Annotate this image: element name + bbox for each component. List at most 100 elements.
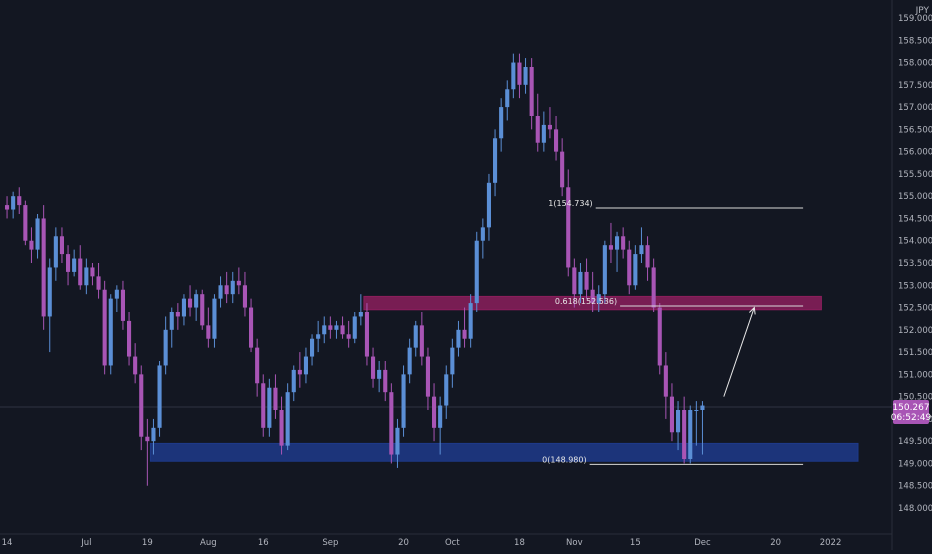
support-zone[interactable] xyxy=(149,442,859,462)
candle-body xyxy=(596,294,601,304)
candle-body xyxy=(407,347,412,375)
candle-body xyxy=(145,436,150,442)
fib-label: 1(154.734) xyxy=(548,199,592,208)
price-tick: 157.500 xyxy=(898,81,932,91)
bar-countdown: 06:52:49 xyxy=(891,413,932,423)
candle-body xyxy=(560,151,565,188)
candle-body xyxy=(615,236,620,250)
price-axis[interactable]: JPY 159.000 158.500 158.000 157.500 157.000 1… xyxy=(898,6,932,514)
candle-body xyxy=(541,124,546,143)
candle-body xyxy=(493,138,498,183)
last-price-label: 150.267 06:52:49 xyxy=(891,400,932,424)
candle-body xyxy=(310,338,315,357)
price-tick: 148.500 xyxy=(898,482,932,492)
candle-body xyxy=(590,289,595,304)
fib-layer: 1(154.734) 0.618(152.536) 0(148.980) xyxy=(542,199,804,465)
candle-body xyxy=(651,267,656,308)
candle-body xyxy=(285,392,290,446)
candle-body xyxy=(639,245,644,255)
candle-body xyxy=(438,405,443,428)
candle-body xyxy=(175,312,180,317)
candle-body xyxy=(261,383,266,428)
candle-body xyxy=(334,325,339,330)
candle-body xyxy=(578,271,583,295)
time-tick: Nov xyxy=(566,538,583,548)
candle-body xyxy=(291,369,296,393)
candle-body xyxy=(41,218,46,317)
candle-body xyxy=(474,240,479,304)
candle-body xyxy=(279,410,284,446)
candle-body xyxy=(364,312,369,357)
price-tick: 153.000 xyxy=(898,281,932,291)
candle-body xyxy=(480,227,485,241)
price-tick: 157.000 xyxy=(898,103,932,113)
last-price-value: 150.267 xyxy=(892,403,929,413)
candle-body xyxy=(188,298,193,308)
time-axis[interactable]: 14 Jul 19 Aug 16 Sep 20 Oct 18 Nov 15 Dec 20 2022 xyxy=(2,538,842,548)
time-tick: 14 xyxy=(2,538,13,548)
candle-body xyxy=(645,245,650,268)
time-tick: Sep xyxy=(322,538,338,548)
time-tick: 15 xyxy=(630,538,641,548)
time-tick: Oct xyxy=(445,538,460,548)
price-tick: 149.500 xyxy=(898,437,932,447)
candle-body xyxy=(340,325,345,335)
candle-body xyxy=(181,298,186,317)
candle-body xyxy=(584,271,589,290)
price-tick: 149.000 xyxy=(898,459,932,469)
time-tick: Aug xyxy=(200,538,217,548)
candle-body xyxy=(273,387,278,410)
candle-body xyxy=(535,116,540,143)
candle-body xyxy=(602,245,607,295)
price-tick: 156.000 xyxy=(898,148,932,158)
candle-body xyxy=(29,240,34,250)
candle-body xyxy=(90,267,95,277)
candle-body xyxy=(529,67,534,116)
candle-body xyxy=(267,387,272,428)
candle-body xyxy=(401,374,406,428)
fib-label: 0(148.980) xyxy=(542,455,586,464)
candle-body xyxy=(96,276,101,290)
price-tick: 152.000 xyxy=(898,326,932,336)
price-tick: 155.500 xyxy=(898,170,932,180)
candle-body xyxy=(66,254,71,272)
projection-arrow-line[interactable] xyxy=(723,307,755,397)
price-tick: 158.000 xyxy=(898,59,932,69)
time-tick: Dec xyxy=(694,538,711,548)
candle-body xyxy=(23,205,28,241)
candle-body xyxy=(200,294,205,326)
candle-body xyxy=(486,182,491,228)
candle-body xyxy=(249,307,254,348)
projection-arrow-head xyxy=(749,306,756,315)
candle-body xyxy=(297,369,302,375)
candles-layer xyxy=(5,53,705,486)
price-tick: 153.500 xyxy=(898,259,932,269)
candle-body xyxy=(194,294,199,308)
price-tick: 156.500 xyxy=(898,125,932,135)
candle-body xyxy=(419,325,424,357)
candle-body xyxy=(371,356,376,379)
candle-body xyxy=(554,129,559,152)
price-tick: 151.000 xyxy=(898,370,932,380)
candle-body xyxy=(17,196,22,206)
candle-body xyxy=(303,356,308,375)
price-tick: 154.500 xyxy=(898,214,932,224)
candle-body xyxy=(72,258,77,272)
candle-body xyxy=(230,280,235,295)
candle-body xyxy=(432,396,437,428)
candle-body xyxy=(316,334,321,339)
candle-body xyxy=(511,62,516,90)
candle-body xyxy=(505,89,510,108)
candle-body xyxy=(328,325,333,330)
candle-body xyxy=(84,267,89,286)
currency-label: JPY xyxy=(915,6,930,16)
candle-body xyxy=(139,374,144,437)
candle-body xyxy=(547,124,552,130)
fib-label: 0.618(152.536) xyxy=(555,297,617,306)
price-tick: 148.000 xyxy=(898,504,932,514)
candle-body xyxy=(5,205,10,210)
candle-body xyxy=(462,329,467,339)
